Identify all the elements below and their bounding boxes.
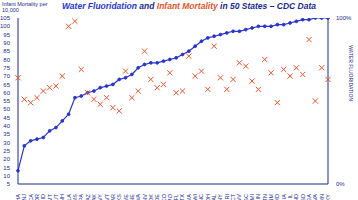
html-text:Water Fluoridation and Infant: Water Fluoridation and Infant Mortality … (62, 1, 316, 11)
svg-text:KY: KY (325, 194, 331, 200)
svg-text:45: 45 (8, 115, 11, 121)
svg-text:AK: AK (91, 194, 97, 200)
svg-text:WY: WY (97, 194, 103, 200)
svg-text:35: 35 (8, 131, 11, 137)
svg-text:KS: KS (116, 194, 122, 200)
svg-text:TX: TX (179, 194, 185, 200)
svg-text:WATER FLUORIDATION: WATER FLUORIDATION (348, 45, 350, 101)
svg-text:100%: 100% (336, 15, 350, 21)
svg-text:TN: TN (262, 194, 268, 200)
svg-text:MT: MT (47, 193, 53, 200)
svg-text:IN: IN (255, 194, 261, 200)
svg-text:NY: NY (217, 194, 223, 200)
svg-text:CA: CA (28, 194, 34, 200)
svg-text:WV: WV (236, 194, 242, 200)
svg-text:65: 65 (8, 82, 11, 88)
svg-text:OK: OK (148, 194, 154, 200)
svg-text:ME: ME (123, 194, 129, 200)
svg-text:ID: ID (40, 194, 46, 200)
svg-text:70: 70 (8, 73, 11, 79)
svg-text:CT: CT (230, 193, 236, 200)
svg-text:20: 20 (8, 156, 11, 162)
svg-text:SD: SD (300, 194, 306, 200)
svg-text:VA: VA (312, 194, 318, 200)
svg-text:40: 40 (8, 123, 11, 129)
svg-text:GA: GA (306, 194, 312, 200)
svg-text:105: 105 (8, 15, 11, 21)
svg-text:5: 5 (8, 181, 11, 187)
svg-text:25: 25 (8, 148, 11, 154)
html-text:Infant Mortality per 10,000: Infant Mortality per 10,000 (2, 1, 48, 13)
svg-text:NJ: NJ (21, 194, 27, 200)
svg-text:AR: AR (110, 194, 116, 200)
svg-text:NV: NV (142, 194, 148, 200)
svg-text:CO: CO (161, 193, 167, 200)
svg-text:IL: IL (287, 194, 293, 199)
svg-text:0%: 0% (336, 181, 345, 187)
svg-text:UT: UT (53, 193, 59, 200)
svg-text:90: 90 (8, 40, 11, 46)
svg-text:AL: AL (211, 194, 217, 200)
svg-text:WA: WA (135, 194, 141, 200)
svg-text:ND: ND (293, 194, 299, 200)
svg-text:IA: IA (281, 194, 287, 200)
svg-text:75: 75 (8, 65, 11, 71)
svg-text:VT: VT (104, 193, 110, 200)
svg-text:MS: MS (72, 194, 78, 200)
svg-text:10: 10 (8, 173, 11, 179)
svg-text:15: 15 (8, 165, 11, 171)
svg-text:50: 50 (8, 106, 11, 112)
svg-text:NM: NM (268, 194, 274, 200)
svg-text:AZ: AZ (85, 193, 91, 200)
svg-text:LA: LA (66, 194, 72, 200)
svg-text:SC: SC (243, 194, 249, 200)
svg-text:OH: OH (205, 194, 211, 200)
svg-text:FL: FL (173, 194, 179, 200)
svg-text:MN: MN (319, 194, 325, 200)
svg-text:PA: PA (78, 194, 84, 200)
svg-text:55: 55 (8, 98, 11, 104)
svg-text:80: 80 (8, 57, 11, 63)
svg-text:MI: MI (249, 194, 255, 200)
svg-text:100: 100 (8, 23, 11, 29)
svg-text:NE: NE (129, 194, 135, 200)
svg-text:OR: OR (34, 194, 40, 200)
svg-text:95: 95 (8, 32, 11, 38)
svg-text:NC: NC (198, 194, 204, 200)
svg-text:MA: MA (186, 194, 192, 200)
svg-text:30: 30 (8, 140, 11, 146)
svg-text:HA: HA (15, 194, 21, 200)
svg-text:85: 85 (8, 48, 11, 54)
svg-text:WI: WI (192, 194, 198, 200)
svg-text:NH: NH (59, 194, 65, 200)
svg-text:MO: MO (167, 193, 173, 200)
svg-text:RI: RI (224, 194, 230, 200)
svg-text:MD: MD (274, 194, 280, 200)
svg-text:60: 60 (8, 90, 11, 96)
svg-text:DE: DE (154, 194, 160, 200)
